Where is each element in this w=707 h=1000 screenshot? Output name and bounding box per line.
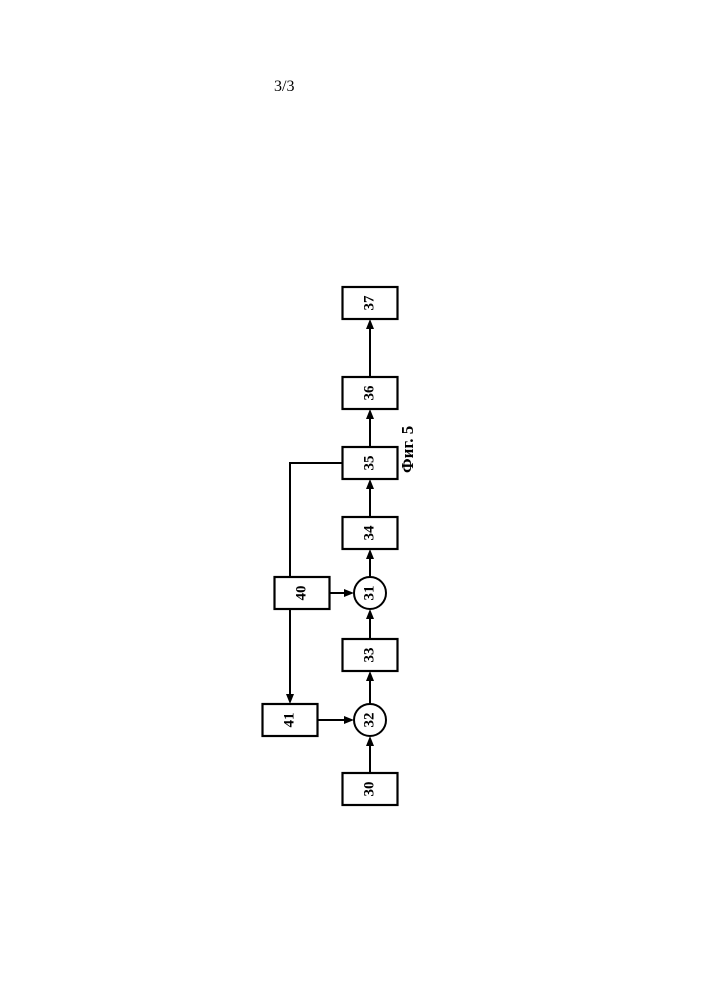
node-41: 41 — [263, 704, 318, 736]
page-number: 3/3 — [274, 78, 294, 96]
node-36: 36 — [343, 377, 398, 409]
node-37: 37 — [343, 287, 398, 319]
flow-diagram: 30 32 33 31 40 34 35 36 37 41 — [235, 145, 455, 825]
node-35: 35 — [343, 447, 398, 479]
svg-text:30: 30 — [361, 782, 377, 797]
svg-text:35: 35 — [361, 456, 377, 471]
svg-text:36: 36 — [361, 385, 377, 401]
node-40: 40 — [275, 577, 330, 609]
figure-caption: Фиг. 5 — [398, 426, 418, 473]
svg-text:31: 31 — [361, 586, 377, 601]
node-31: 31 — [354, 577, 386, 609]
svg-text:34: 34 — [361, 525, 377, 541]
node-34: 34 — [343, 517, 398, 549]
node-32: 32 — [354, 704, 386, 736]
svg-text:40: 40 — [293, 586, 309, 601]
svg-text:37: 37 — [361, 295, 377, 311]
node-30: 30 — [343, 773, 398, 805]
svg-text:41: 41 — [281, 713, 297, 728]
svg-text:32: 32 — [361, 713, 377, 728]
node-33: 33 — [343, 639, 398, 671]
svg-text:33: 33 — [361, 648, 377, 663]
